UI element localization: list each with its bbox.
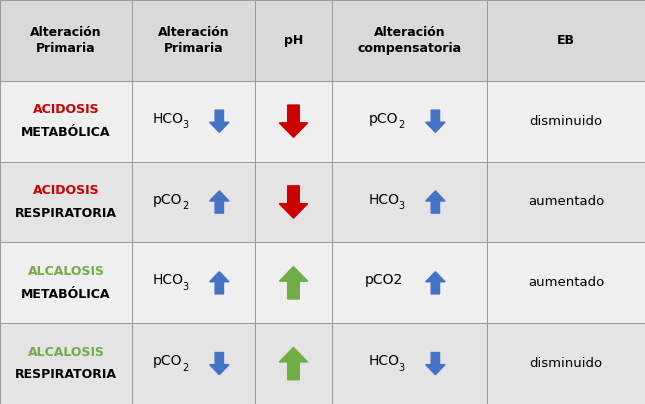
Text: HCO: HCO	[152, 112, 183, 126]
Text: 3: 3	[183, 120, 189, 130]
Text: METABÓLICA: METABÓLICA	[21, 288, 111, 301]
Bar	[487, 81, 645, 162]
Bar	[487, 0, 645, 81]
Bar	[255, 242, 332, 323]
Text: Alteración
Primaria: Alteración Primaria	[157, 26, 230, 55]
Bar	[332, 0, 487, 81]
Text: ALCALOSIS: ALCALOSIS	[28, 265, 104, 278]
Polygon shape	[279, 105, 308, 137]
Polygon shape	[279, 347, 308, 380]
Polygon shape	[426, 352, 445, 375]
Text: HCO: HCO	[368, 354, 399, 368]
Text: Alteración
compensatoria: Alteración compensatoria	[357, 26, 462, 55]
Text: disminuido: disminuido	[530, 357, 602, 370]
Polygon shape	[210, 191, 229, 213]
Text: aumentado: aumentado	[528, 196, 604, 208]
Polygon shape	[279, 267, 308, 299]
Polygon shape	[210, 110, 229, 132]
Bar	[487, 323, 645, 404]
Polygon shape	[426, 191, 445, 213]
Bar	[332, 242, 487, 323]
Text: aumentado: aumentado	[528, 276, 604, 289]
Text: 2: 2	[399, 120, 405, 130]
Text: 3: 3	[399, 363, 405, 372]
Polygon shape	[210, 271, 229, 294]
Polygon shape	[426, 110, 445, 132]
Text: ALCALOSIS: ALCALOSIS	[28, 346, 104, 359]
Polygon shape	[279, 186, 308, 218]
Bar	[487, 242, 645, 323]
Text: RESPIRATORIA: RESPIRATORIA	[15, 368, 117, 381]
Bar	[255, 81, 332, 162]
Text: 2: 2	[183, 201, 189, 211]
Text: Alteración
Primaria: Alteración Primaria	[30, 26, 102, 55]
Bar	[132, 162, 255, 242]
Text: RESPIRATORIA: RESPIRATORIA	[15, 207, 117, 220]
Bar	[255, 162, 332, 242]
Bar	[487, 162, 645, 242]
Text: disminuido: disminuido	[530, 115, 602, 128]
Bar	[132, 81, 255, 162]
Text: HCO: HCO	[152, 274, 183, 287]
Text: pCO2: pCO2	[364, 274, 403, 287]
Bar	[0, 162, 132, 242]
Text: ACIDOSIS: ACIDOSIS	[33, 103, 99, 116]
Text: 3: 3	[183, 282, 189, 292]
Bar	[0, 242, 132, 323]
Text: pCO: pCO	[369, 112, 399, 126]
Polygon shape	[210, 352, 229, 375]
Text: pCO: pCO	[153, 193, 183, 206]
Bar	[0, 323, 132, 404]
Bar	[332, 162, 487, 242]
Bar	[255, 0, 332, 81]
Bar	[132, 242, 255, 323]
Text: METABÓLICA: METABÓLICA	[21, 126, 111, 139]
Text: 2: 2	[183, 363, 189, 372]
Text: pCO: pCO	[153, 354, 183, 368]
Text: HCO: HCO	[368, 193, 399, 206]
Bar	[132, 323, 255, 404]
Bar	[132, 0, 255, 81]
Bar	[0, 81, 132, 162]
Bar	[0, 0, 132, 81]
Text: EB: EB	[557, 34, 575, 47]
Text: ACIDOSIS: ACIDOSIS	[33, 184, 99, 197]
Bar	[332, 323, 487, 404]
Bar	[332, 81, 487, 162]
Polygon shape	[426, 271, 445, 294]
Text: 3: 3	[399, 201, 405, 211]
Bar	[255, 323, 332, 404]
Text: pH: pH	[284, 34, 303, 47]
